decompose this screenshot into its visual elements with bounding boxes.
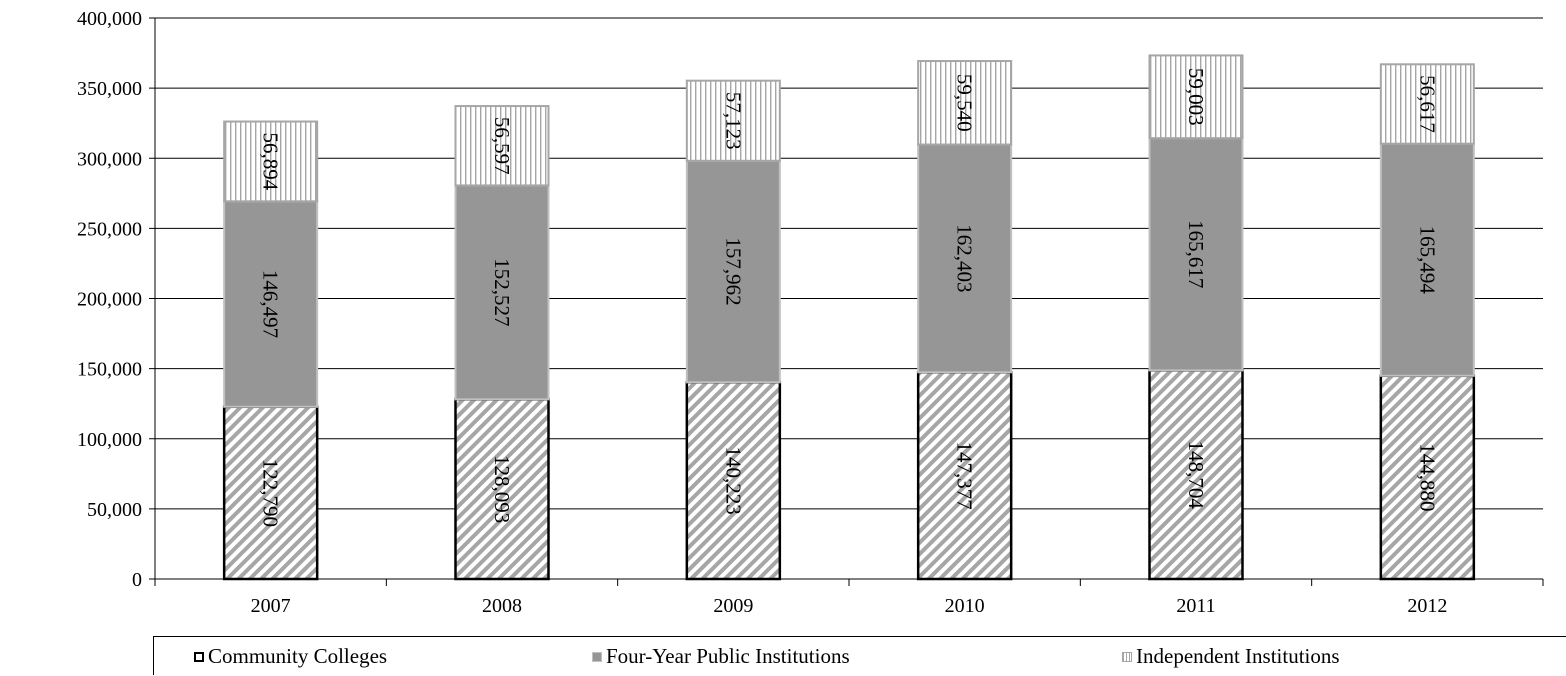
bar-independent bbox=[685, 79, 781, 162]
bar-community-colleges bbox=[685, 381, 782, 581]
y-axis: 0 50,000 100,000 150,000 200,000 250,000 300,0… bbox=[77, 8, 156, 591]
label-community-colleges: 144,880 bbox=[1415, 443, 1439, 511]
label-independent: 56,617 bbox=[1415, 75, 1439, 133]
legend-label-independent: Independent Institutions bbox=[1136, 644, 1340, 668]
label-community-colleges: 147,377 bbox=[953, 442, 977, 510]
bar-community-colleges bbox=[916, 371, 1013, 581]
legend-item-community-colleges: Community Colleges bbox=[194, 637, 387, 676]
x-tick-label: 2011 bbox=[1176, 595, 1215, 617]
bar-independent bbox=[223, 120, 319, 203]
legend-label-four-year-public: Four-Year Public Institutions bbox=[606, 644, 850, 668]
legend: Community Colleges Four-Year Public Inst… bbox=[153, 636, 1566, 675]
x-tick-label: 2009 bbox=[713, 595, 753, 617]
label-community-colleges: 122,790 bbox=[259, 459, 283, 527]
y-tick-label: 50,000 bbox=[87, 499, 142, 521]
legend-swatch-four-year-public bbox=[592, 651, 602, 662]
bar-four-year-public bbox=[917, 143, 1013, 374]
x-tick-label: 2007 bbox=[251, 595, 291, 617]
y-tick-label: 250,000 bbox=[77, 218, 142, 240]
legend-swatch-community-colleges bbox=[194, 651, 204, 662]
legend-label-community-colleges: Community Colleges bbox=[208, 644, 388, 668]
bar-four-year-public bbox=[454, 184, 550, 401]
legend-item-four-year-public: Four-Year Public Institutions bbox=[592, 637, 850, 676]
bar-independent bbox=[454, 105, 550, 187]
label-four-year-public: 146,497 bbox=[259, 270, 283, 338]
y-tick-label: 0 bbox=[132, 569, 142, 591]
bar-community-colleges bbox=[222, 405, 319, 581]
label-community-colleges: 148,704 bbox=[1184, 441, 1208, 510]
legend-item-independent: Independent Institutions bbox=[1122, 637, 1340, 676]
label-independent: 57,123 bbox=[721, 92, 745, 150]
data-labels: 122,790 146,497 56,894 128,093 152,527 56,597… bbox=[259, 68, 1440, 527]
y-tick-label: 100,000 bbox=[77, 429, 142, 451]
label-four-year-public: 157,962 bbox=[721, 237, 745, 305]
bar-four-year-public bbox=[223, 200, 319, 408]
label-independent: 56,597 bbox=[490, 117, 514, 175]
label-independent: 59,003 bbox=[1184, 68, 1208, 126]
label-four-year-public: 165,494 bbox=[1415, 226, 1439, 295]
bar-independent bbox=[917, 60, 1013, 146]
label-independent: 56,894 bbox=[259, 133, 283, 191]
label-independent: 59,540 bbox=[953, 74, 977, 132]
x-tick-label: 2010 bbox=[945, 595, 985, 617]
legend-swatch-independent bbox=[1122, 651, 1132, 662]
y-tick-label: 300,000 bbox=[77, 148, 142, 170]
stacked-bar-chart: 0 50,000 100,000 150,000 200,000 250,000 300,0… bbox=[77, 8, 1544, 617]
y-tick-label: 200,000 bbox=[77, 289, 142, 311]
bar-community-colleges bbox=[454, 398, 550, 581]
x-tick-label: 2008 bbox=[482, 595, 522, 617]
label-community-colleges: 140,223 bbox=[721, 447, 745, 515]
y-tick-label: 400,000 bbox=[77, 8, 142, 30]
label-community-colleges: 128,093 bbox=[490, 455, 514, 523]
bars bbox=[222, 54, 1476, 581]
label-four-year-public: 152,527 bbox=[490, 258, 514, 326]
bar-four-year-public bbox=[1379, 142, 1475, 377]
bar-four-year-public bbox=[1148, 137, 1244, 372]
bar-independent bbox=[1379, 63, 1475, 145]
y-tick-label: 350,000 bbox=[77, 78, 142, 100]
x-tick-label: 2012 bbox=[1407, 595, 1447, 617]
y-tick-label: 150,000 bbox=[77, 359, 142, 381]
label-four-year-public: 162,403 bbox=[953, 224, 977, 292]
gridlines bbox=[155, 17, 1543, 510]
label-four-year-public: 165,617 bbox=[1184, 220, 1208, 288]
x-axis: 2007 2008 2009 2010 2011 2012 bbox=[154, 578, 1544, 617]
bar-independent bbox=[1148, 54, 1244, 140]
bar-community-colleges bbox=[1148, 369, 1244, 581]
